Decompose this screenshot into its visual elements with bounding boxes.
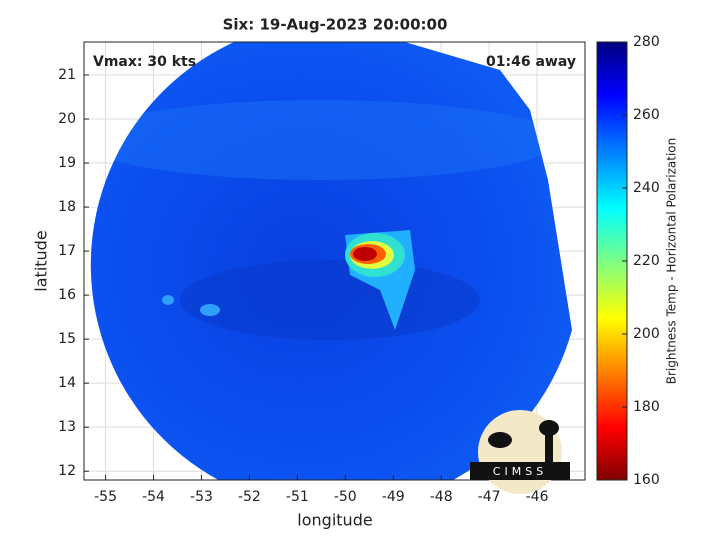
x-tick-label: -54 bbox=[142, 489, 165, 505]
y-tick-label: 12 bbox=[58, 463, 76, 479]
x-tick-label: -48 bbox=[430, 489, 453, 505]
logo-text: CIMSS bbox=[493, 465, 547, 478]
y-tick-label: 19 bbox=[58, 155, 76, 171]
x-tick-label: -46 bbox=[526, 489, 549, 505]
y-tick-label: 15 bbox=[58, 331, 76, 347]
y-tick-label: 14 bbox=[58, 375, 76, 391]
x-tick-label: -52 bbox=[238, 489, 261, 505]
y-tick-label: 20 bbox=[58, 111, 76, 127]
x-tick-label: -53 bbox=[190, 489, 213, 505]
imagery bbox=[90, 42, 572, 480]
colorbar-label: Brightness Temp - Horizontal Polarizatio… bbox=[665, 138, 679, 385]
colorbar-tick-label: 220 bbox=[633, 253, 660, 269]
y-tick-label: 13 bbox=[58, 419, 76, 435]
x-axis-label: longitude bbox=[297, 511, 372, 530]
y-tick-label: 18 bbox=[58, 199, 76, 215]
y-tick-label: 16 bbox=[58, 287, 76, 303]
colorbar-tick-label: 200 bbox=[633, 326, 660, 342]
colorbar-tick-label: 160 bbox=[633, 472, 660, 488]
colorbar-tick-label: 180 bbox=[633, 399, 660, 415]
y-tick-label: 17 bbox=[58, 243, 76, 259]
colorbar-tick-label: 260 bbox=[633, 107, 660, 123]
x-tick-label: -47 bbox=[478, 489, 501, 505]
colorbar-tick-label: 280 bbox=[633, 34, 660, 50]
cimss-logo: CIMSS bbox=[470, 410, 570, 494]
x-tick-label: -55 bbox=[94, 489, 117, 505]
x-tick-label: -49 bbox=[382, 489, 405, 505]
x-tick-label: -50 bbox=[334, 489, 357, 505]
y-tick-label: 21 bbox=[58, 67, 76, 83]
y-axis-label: latitude bbox=[32, 230, 51, 291]
x-tick-label: -51 bbox=[286, 489, 309, 505]
annotation: 01:46 away bbox=[486, 54, 576, 70]
chart-title: Six: 19-Aug-2023 20:00:00 bbox=[223, 16, 448, 34]
colorbar-tick-label: 240 bbox=[633, 180, 660, 196]
annotation: Vmax: 30 kts bbox=[93, 54, 196, 70]
